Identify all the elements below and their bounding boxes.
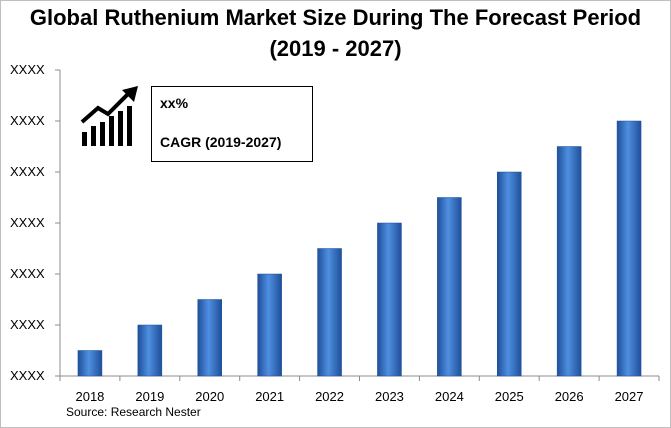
y-tick-label: XXXX [10,317,45,332]
bar [137,324,163,377]
cagr-callout: xx% CAGR (2019-2027) [151,86,313,162]
y-tick-label: XXXX [10,62,45,77]
x-tick-label: 2022 [315,389,344,404]
x-tick-label: 2019 [135,389,164,404]
x-tick-label: 2024 [435,389,464,404]
y-tick-label: XXXX [10,266,45,281]
bar [257,273,282,377]
bar [437,197,462,377]
x-tick-label: 2023 [375,389,404,404]
growth-chart-icon [80,86,138,146]
chart-title: Global Ruthenium Market Size During The … [29,5,642,30]
bar [616,120,642,377]
bar [556,146,582,377]
y-tick-label: XXXX [10,368,45,383]
chart-subtitle: (2019 - 2027) [269,36,402,61]
cagr-value: xx% [160,95,189,111]
x-tick-label: 2018 [75,389,104,404]
cagr-label: CAGR (2019-2027) [160,134,282,150]
bar [77,350,103,377]
y-tick-label: XXXX [10,215,45,230]
bar [377,222,402,377]
bar [497,171,522,377]
x-tick-label: 2021 [255,389,284,404]
y-tick-label: XXXX [10,113,45,128]
x-tick-label: 2027 [615,389,644,404]
x-tick-label: 2020 [195,389,224,404]
y-tick-label: XXXX [10,164,45,179]
bar [197,299,222,377]
chart-title-block: Global Ruthenium Market Size During The … [0,2,671,64]
x-tick-label: 2026 [555,389,584,404]
x-tick-label: 2025 [495,389,524,404]
source-note: Source: Research Nester [66,405,201,419]
bar [317,248,342,377]
